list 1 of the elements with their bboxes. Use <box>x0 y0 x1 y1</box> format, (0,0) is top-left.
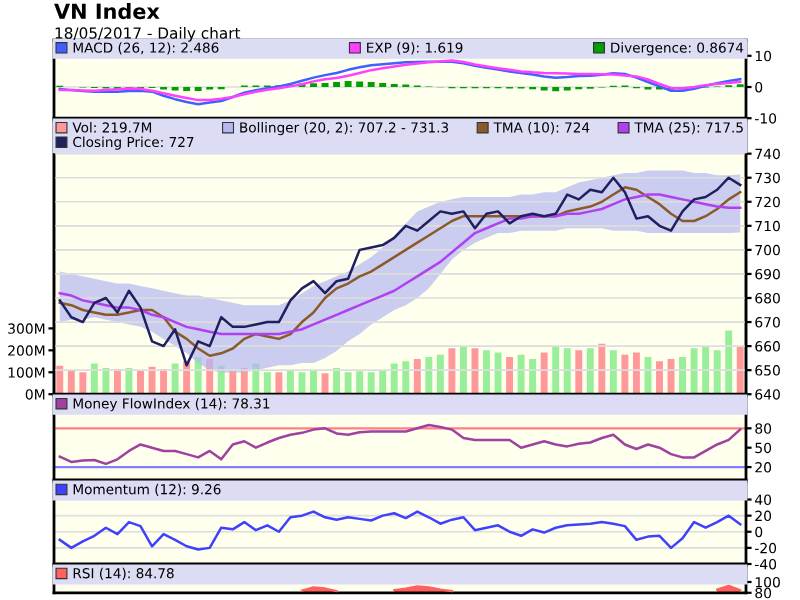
chart-title: VN Index <box>54 3 160 20</box>
